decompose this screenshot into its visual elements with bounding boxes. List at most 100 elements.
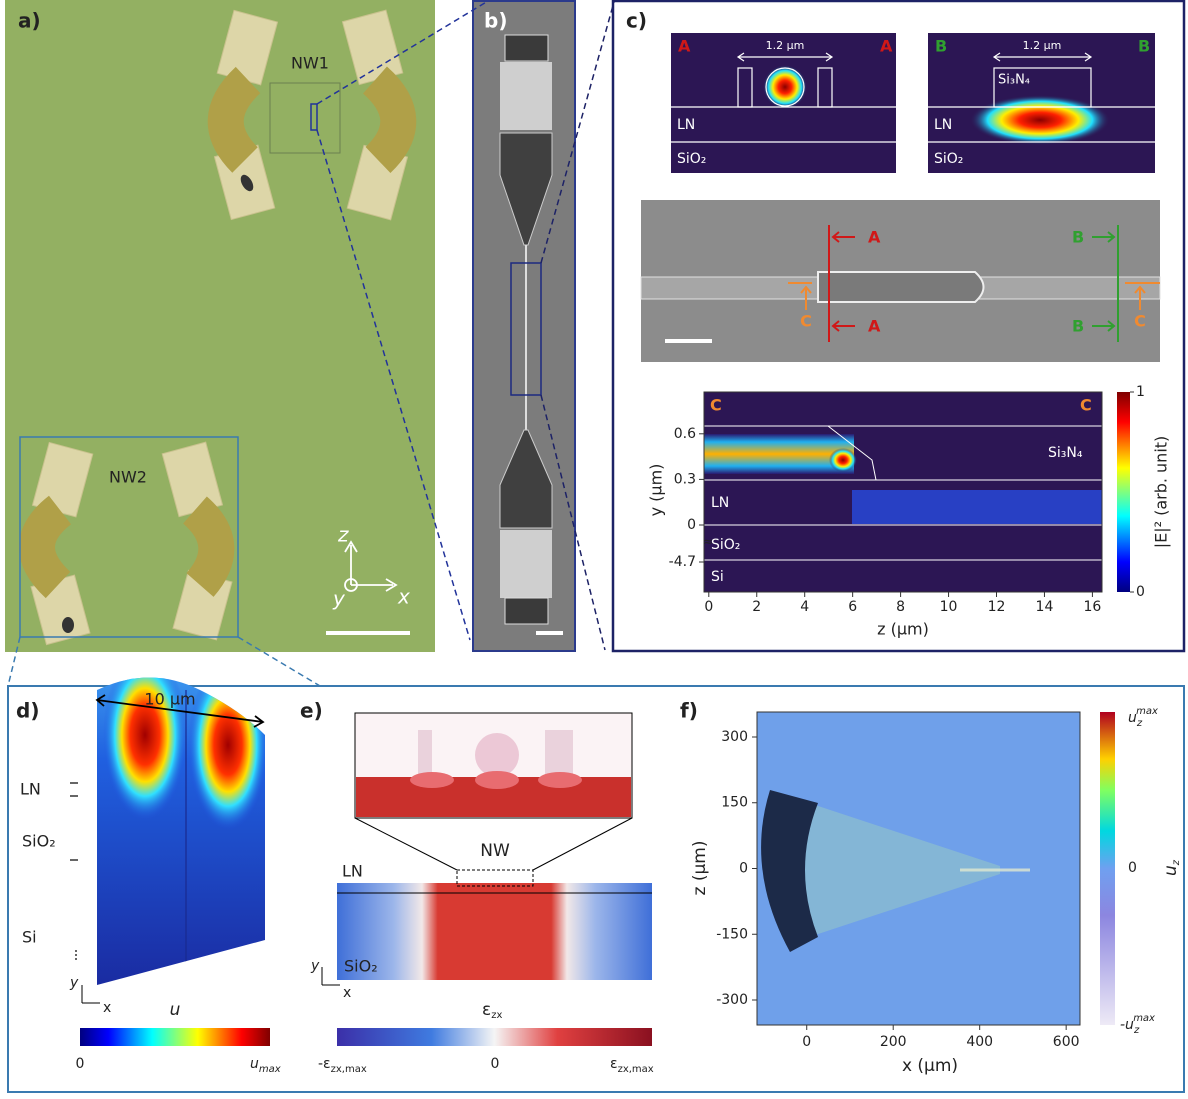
colorbar bbox=[337, 1028, 652, 1046]
connector bbox=[7, 636, 21, 687]
strain-spot bbox=[410, 772, 454, 788]
connector bbox=[316, 0, 489, 105]
panel-f: f) x (µm) z (µm) bbox=[680, 699, 1115, 1076]
label: NW2 bbox=[109, 468, 147, 487]
nanowire-coupler bbox=[817, 271, 985, 303]
panel-d: d) 10 µm LN SiO₂ Si y x u bbox=[16, 677, 270, 1046]
layer-label: SiO₂ bbox=[934, 151, 963, 167]
strain-spot bbox=[538, 772, 582, 788]
panel-label: f) bbox=[680, 699, 698, 723]
panel-label: b) bbox=[484, 9, 507, 33]
x-tick-label: 400 bbox=[966, 1034, 993, 1050]
label-sub: zx,max bbox=[618, 1064, 654, 1075]
strain-field bbox=[337, 883, 652, 980]
pad bbox=[504, 597, 549, 625]
arrow bbox=[1092, 231, 1116, 332]
y-tick-label: 150 bbox=[721, 795, 748, 811]
rib bbox=[737, 67, 753, 108]
field-label: εzx bbox=[482, 1000, 502, 1021]
colorbar bbox=[1117, 392, 1130, 592]
y-tick-label: 0.6 bbox=[674, 426, 696, 442]
highlight-box bbox=[310, 103, 318, 131]
layer-label: LN bbox=[934, 117, 952, 133]
electrode bbox=[19, 495, 72, 599]
x-axis-label: z (µm) bbox=[877, 620, 929, 639]
dimension: 1.2 µm bbox=[766, 39, 805, 52]
layer-label: SiO₂ bbox=[677, 151, 706, 167]
zoom-box bbox=[456, 869, 534, 887]
y-tick-label: 0 bbox=[687, 517, 696, 533]
label: NW1 bbox=[291, 54, 329, 73]
pad bbox=[504, 34, 549, 62]
electrode bbox=[207, 66, 261, 173]
dimension: 1.2 µm bbox=[1023, 39, 1062, 52]
connector bbox=[316, 129, 471, 641]
arrow bbox=[1125, 282, 1160, 310]
arrow-heads bbox=[344, 540, 398, 592]
mode-spot bbox=[970, 95, 1110, 145]
label: NW bbox=[480, 841, 510, 861]
label-base: -ε bbox=[318, 1056, 331, 1072]
x-tick-label: 14 bbox=[1036, 599, 1054, 615]
panel-a: a) NW1 NW2 z y x bbox=[5, 0, 435, 652]
nanowire bbox=[765, 67, 805, 107]
section-label: A bbox=[678, 37, 691, 56]
label-sup: max bbox=[1136, 706, 1158, 717]
dimension: 10 µm bbox=[144, 690, 195, 709]
connector bbox=[540, 394, 606, 651]
x-tick-label: 600 bbox=[1053, 1034, 1080, 1050]
x-axis-label: x (µm) bbox=[902, 1056, 958, 1076]
mode-field bbox=[852, 490, 1102, 524]
section-label: B bbox=[935, 37, 947, 56]
mode-hotspot bbox=[829, 448, 857, 472]
x-tick-label: 12 bbox=[988, 599, 1006, 615]
axis-label: x bbox=[103, 1000, 111, 1016]
grating bbox=[500, 530, 552, 598]
colorbar-tick-label: uzmax bbox=[1128, 706, 1158, 729]
x-tick-label: 6 bbox=[848, 599, 857, 615]
layer-label: LN bbox=[711, 495, 729, 511]
panel-label: d) bbox=[16, 699, 39, 723]
label-base: -u bbox=[1120, 1017, 1134, 1033]
colorbar-tick-label: -εzx,max bbox=[318, 1056, 367, 1075]
axis-triad bbox=[321, 967, 340, 986]
section-label: B bbox=[1138, 37, 1150, 56]
section-label: C bbox=[1134, 312, 1146, 331]
y-tick-label: 0.3 bbox=[674, 471, 696, 487]
section-label: C bbox=[1080, 396, 1092, 415]
connector bbox=[237, 636, 321, 687]
focused-beam bbox=[800, 800, 1000, 940]
section-label: A bbox=[880, 37, 893, 56]
y-tick-label: -300 bbox=[716, 992, 748, 1008]
arrow bbox=[831, 231, 855, 332]
panel-frame bbox=[7, 685, 1185, 1093]
section-label: A bbox=[868, 228, 881, 247]
axis-label: y bbox=[310, 958, 320, 974]
connector bbox=[540, 1, 615, 264]
layer-label: LN bbox=[20, 780, 41, 799]
grating bbox=[500, 62, 552, 130]
plot-frame bbox=[703, 391, 1103, 593]
layer-label: Si bbox=[22, 928, 37, 947]
axis-label: y bbox=[332, 587, 346, 611]
highlight-box bbox=[19, 436, 239, 638]
strip bbox=[993, 67, 1092, 108]
label-sup: max bbox=[1133, 1013, 1155, 1024]
section-label: C bbox=[800, 312, 812, 331]
section-label: B bbox=[1072, 228, 1084, 247]
debris bbox=[62, 617, 74, 633]
label-sub: z bbox=[1136, 718, 1143, 729]
connectors bbox=[7, 0, 615, 687]
colorbar-tick-label: 1 bbox=[1136, 384, 1145, 400]
highlight-box bbox=[510, 262, 542, 396]
axis-label: x bbox=[397, 585, 410, 609]
axis-label: x bbox=[343, 985, 351, 1001]
mode-field bbox=[704, 434, 854, 474]
y-tick-label: -4.7 bbox=[669, 554, 696, 570]
axis-break: ≈ bbox=[703, 535, 713, 549]
label-base: ε bbox=[482, 1000, 491, 1020]
layer-label: Si bbox=[711, 569, 724, 585]
layer-label: SiO₂ bbox=[711, 537, 740, 553]
layer-label: SiO₂ bbox=[344, 957, 378, 976]
